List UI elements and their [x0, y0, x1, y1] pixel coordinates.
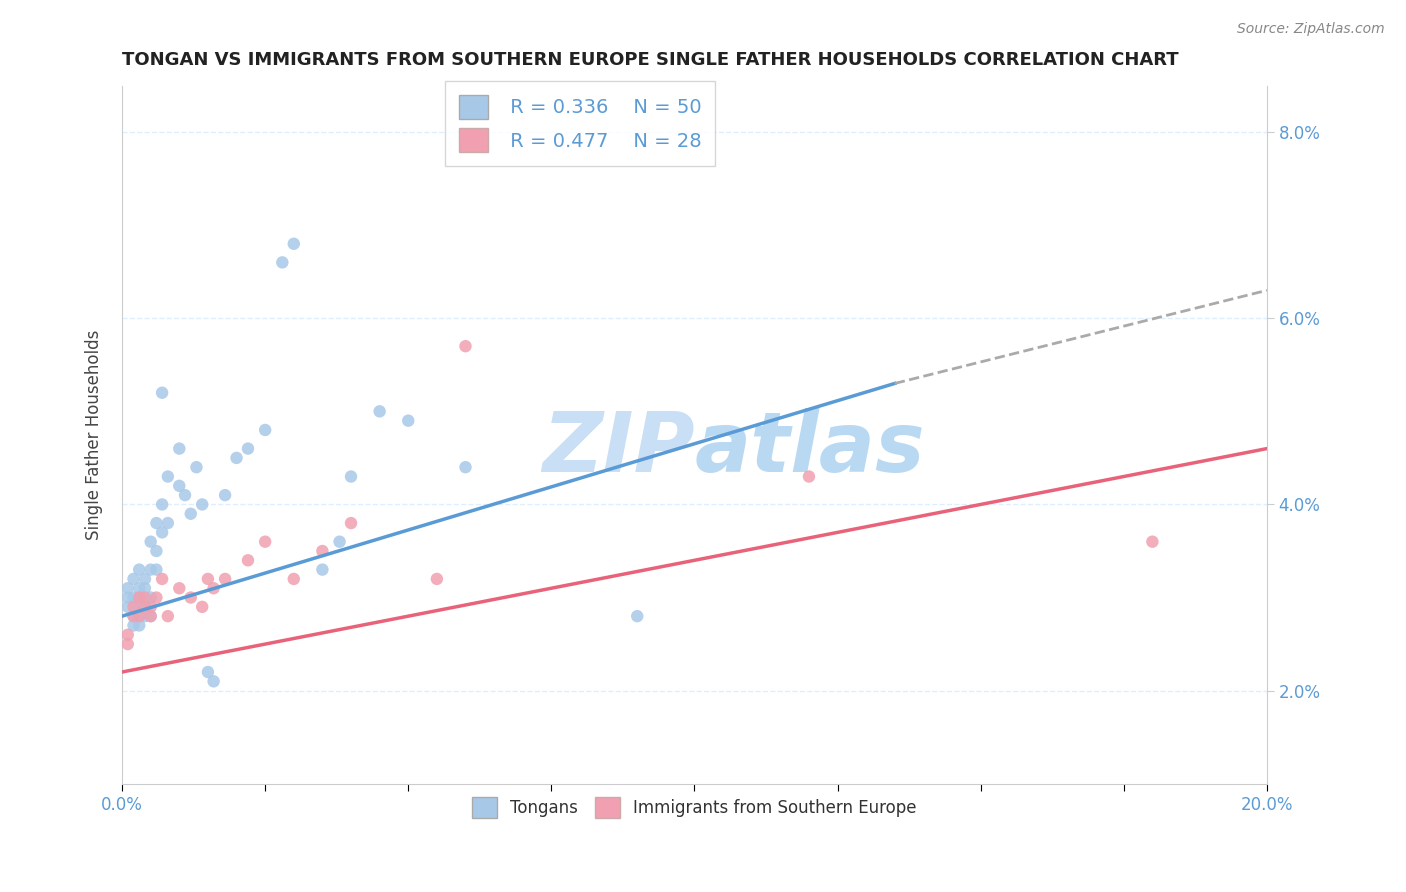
Point — [117, 637, 139, 651]
Legend: Tongans, Immigrants from Southern Europe: Tongans, Immigrants from Southern Europe — [465, 790, 924, 824]
Point — [122, 609, 145, 624]
Point — [134, 591, 156, 605]
Point — [396, 414, 419, 428]
Text: atlas: atlas — [695, 408, 925, 489]
Point — [236, 553, 259, 567]
Text: ZIP: ZIP — [541, 408, 695, 489]
Point — [139, 563, 162, 577]
Point — [311, 563, 333, 577]
Point — [128, 563, 150, 577]
Point — [1142, 534, 1164, 549]
Point — [128, 581, 150, 595]
Text: TONGAN VS IMMIGRANTS FROM SOUTHERN EUROPE SINGLE FATHER HOUSEHOLDS CORRELATION C: TONGAN VS IMMIGRANTS FROM SOUTHERN EUROP… — [122, 51, 1178, 69]
Point — [134, 581, 156, 595]
Point — [128, 609, 150, 624]
Point — [180, 591, 202, 605]
Point — [150, 572, 173, 586]
Text: Source: ZipAtlas.com: Source: ZipAtlas.com — [1237, 22, 1385, 37]
Point — [180, 507, 202, 521]
Point — [197, 665, 219, 679]
Point — [271, 255, 294, 269]
Point — [797, 469, 820, 483]
Point — [122, 618, 145, 632]
Point — [128, 609, 150, 624]
Point — [426, 572, 449, 586]
Point — [174, 488, 197, 502]
Point — [117, 628, 139, 642]
Point — [117, 591, 139, 605]
Point — [139, 609, 162, 624]
Point — [197, 572, 219, 586]
Point — [134, 599, 156, 614]
Point — [150, 525, 173, 540]
Point — [128, 599, 150, 614]
Point — [368, 404, 391, 418]
Point — [283, 572, 305, 586]
Point — [454, 339, 477, 353]
Point — [186, 460, 208, 475]
Point — [254, 423, 277, 437]
Point — [329, 534, 352, 549]
Point — [128, 618, 150, 632]
Point — [254, 534, 277, 549]
Point — [169, 479, 191, 493]
Point — [169, 581, 191, 595]
Point — [626, 609, 648, 624]
Point — [139, 609, 162, 624]
Point — [150, 498, 173, 512]
Point — [139, 591, 162, 605]
Point — [236, 442, 259, 456]
Point — [340, 469, 363, 483]
Point — [150, 385, 173, 400]
Point — [202, 581, 225, 595]
Point — [156, 469, 179, 483]
Point — [122, 591, 145, 605]
Point — [191, 498, 214, 512]
Point — [122, 599, 145, 614]
Point — [134, 609, 156, 624]
Point — [156, 609, 179, 624]
Point — [340, 516, 363, 530]
Point — [139, 599, 162, 614]
Point — [145, 563, 167, 577]
Point — [128, 591, 150, 605]
Point — [214, 488, 236, 502]
Point — [145, 544, 167, 558]
Point — [134, 572, 156, 586]
Point — [191, 599, 214, 614]
Point — [156, 516, 179, 530]
Point — [225, 450, 247, 465]
Point — [169, 442, 191, 456]
Point — [122, 609, 145, 624]
Point — [202, 674, 225, 689]
Point — [311, 544, 333, 558]
Point — [283, 236, 305, 251]
Point — [117, 581, 139, 595]
Point — [214, 572, 236, 586]
Point — [134, 599, 156, 614]
Point — [117, 599, 139, 614]
Point — [122, 572, 145, 586]
Point — [128, 591, 150, 605]
Point — [454, 460, 477, 475]
Point — [139, 534, 162, 549]
Point — [145, 591, 167, 605]
Y-axis label: Single Father Households: Single Father Households — [86, 329, 103, 540]
Point — [145, 516, 167, 530]
